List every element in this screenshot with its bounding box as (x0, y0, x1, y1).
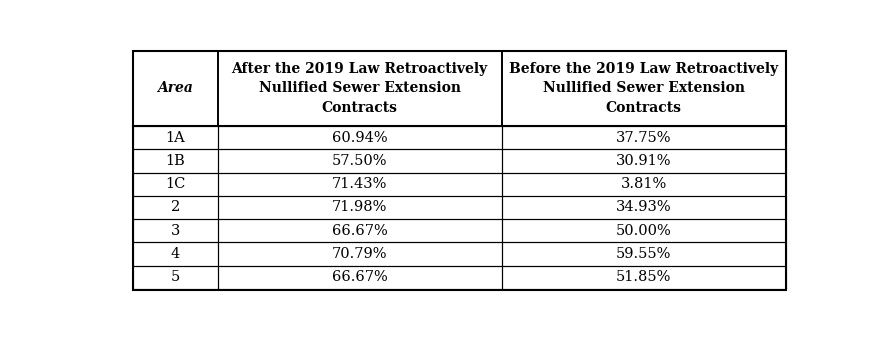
Text: 3.81%: 3.81% (620, 177, 667, 191)
Bar (502, 266, 786, 289)
Bar (133, 242, 218, 266)
Bar (218, 219, 502, 242)
Text: 50.00%: 50.00% (616, 224, 671, 238)
Bar (218, 266, 502, 289)
Bar (502, 196, 786, 219)
Text: Before the 2019 Law Retroactively
Nullified Sewer Extension
Contracts: Before the 2019 Law Retroactively Nullif… (509, 62, 779, 115)
Text: 4: 4 (170, 247, 180, 261)
Text: After the 2019 Law Retroactively
Nullified Sewer Extension
Contracts: After the 2019 Law Retroactively Nullifi… (231, 62, 487, 115)
Bar (133, 149, 218, 173)
Text: 1B: 1B (166, 154, 185, 168)
Bar (218, 51, 502, 126)
Text: 66.67%: 66.67% (332, 270, 388, 284)
Text: 1A: 1A (166, 131, 185, 145)
Bar (133, 266, 218, 289)
Text: 57.50%: 57.50% (332, 154, 387, 168)
Text: 1C: 1C (165, 177, 185, 191)
Text: 37.75%: 37.75% (616, 131, 671, 145)
Text: 59.55%: 59.55% (616, 247, 671, 261)
Bar (133, 219, 218, 242)
Bar (502, 219, 786, 242)
Bar (502, 126, 786, 149)
Bar (502, 149, 786, 173)
Bar (502, 173, 786, 196)
Text: 51.85%: 51.85% (616, 270, 671, 284)
Bar (218, 242, 502, 266)
Bar (218, 173, 502, 196)
Bar (133, 51, 218, 126)
Text: 66.67%: 66.67% (332, 224, 388, 238)
Bar (133, 196, 218, 219)
Bar (133, 126, 218, 149)
Text: Area: Area (158, 82, 194, 95)
Bar (502, 51, 786, 126)
Text: 3: 3 (170, 224, 180, 238)
Bar (218, 196, 502, 219)
Text: 71.43%: 71.43% (332, 177, 387, 191)
Bar (502, 242, 786, 266)
Text: 5: 5 (170, 270, 180, 284)
Bar (133, 173, 218, 196)
Text: 2: 2 (170, 201, 180, 214)
Text: 60.94%: 60.94% (332, 131, 387, 145)
Text: 34.93%: 34.93% (616, 201, 671, 214)
Bar (218, 126, 502, 149)
Text: 30.91%: 30.91% (616, 154, 671, 168)
Text: 71.98%: 71.98% (332, 201, 387, 214)
Bar (218, 149, 502, 173)
Text: 70.79%: 70.79% (332, 247, 387, 261)
